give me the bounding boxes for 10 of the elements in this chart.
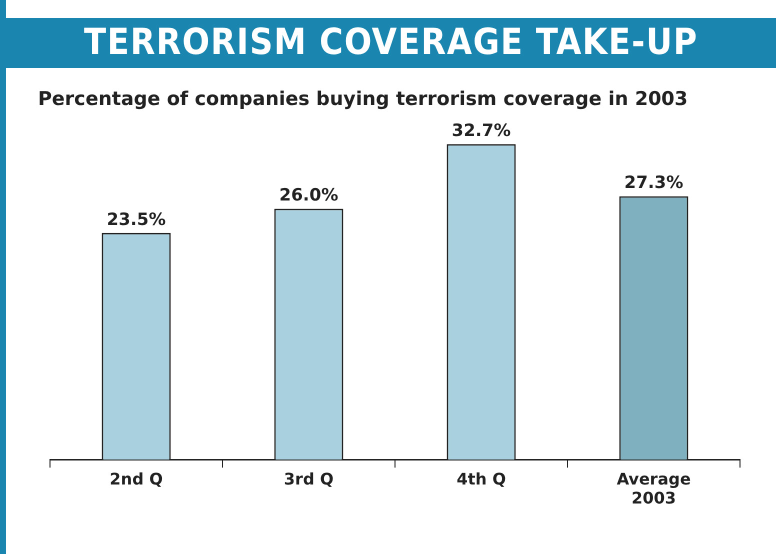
x-tick-label: 4th Q: [456, 469, 506, 488]
x-tick-label: 2nd Q: [110, 469, 163, 488]
data-label: 32.7%: [452, 121, 511, 142]
data-label: 23.5%: [106, 210, 166, 230]
x-tick-label: 3rd Q: [284, 469, 334, 488]
chart-title: TERRORISM COVERAGE TAKE-UP: [6, 18, 776, 68]
chart-subtitle: Percentage of companies buying terrorism coverage in 2003: [38, 88, 688, 110]
x-tick-label: Average 2003: [616, 469, 691, 508]
data-label: 27.3%: [624, 173, 684, 194]
data-label: 26.0%: [279, 186, 338, 206]
